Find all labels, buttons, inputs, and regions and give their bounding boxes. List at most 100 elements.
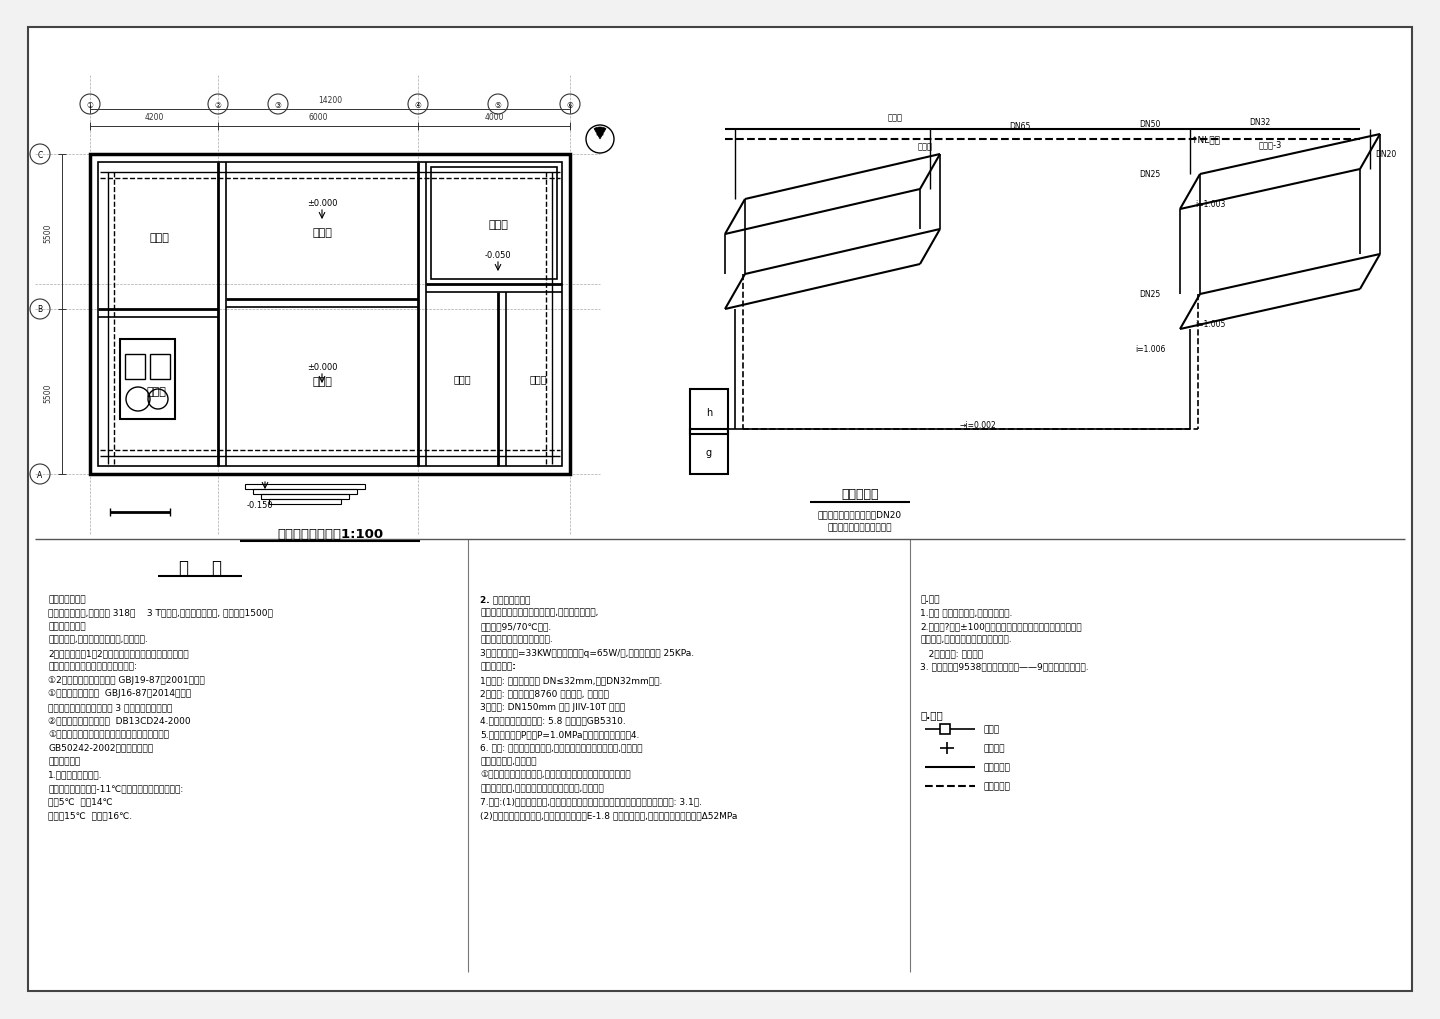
Bar <box>431 168 557 280</box>
Text: 3、采暖总负荷=33KW，采暖热指标q=65W/㎡,暖通管总压差 25KPa.: 3、采暖总负荷=33KW，采暖热指标q=65W/㎡,暖通管总压差 25KPa. <box>480 648 694 657</box>
Text: ±0.000: ±0.000 <box>307 199 337 208</box>
Text: 管水三通: 管水三通 <box>984 744 1005 753</box>
Text: 3. 本规格管路9538施规格管路规格——9钢管采购系统管路.: 3. 本规格管路9538施规格管路规格——9钢管采购系统管路. <box>920 662 1089 671</box>
Text: 五.说明: 五.说明 <box>920 594 939 603</box>
Text: DN20: DN20 <box>1375 150 1397 159</box>
Text: ±0.000: ±0.000 <box>307 363 337 372</box>
Text: 散热器-3: 散热器-3 <box>1259 140 1282 149</box>
Text: 说    明: 说 明 <box>179 558 222 577</box>
Text: 回暖管: 回暖管 <box>917 142 933 151</box>
Text: DN65: DN65 <box>1009 122 1031 130</box>
Text: ④: ④ <box>415 101 422 109</box>
Text: ①2建筑暖通采暖设计规范 GBJ19-87（2001年版）: ①2建筑暖通采暖设计规范 GBJ19-87（2001年版） <box>48 676 204 685</box>
Text: 5.系统试验压力P一层P=1.0MPa，管网供水管道管一4.: 5.系统试验压力P一层P=1.0MPa，管网供水管道管一4. <box>480 730 639 739</box>
Text: 规范和当地暖通专业技术规程和标准:: 规范和当地暖通专业技术规程和标准: <box>48 662 137 671</box>
Text: 2.管路：?安装±100系统管路暖通系统锅炉暖通管路安装安装: 2.管路：?安装±100系统管路暖通系统锅炉暖通管路安装安装 <box>920 622 1081 631</box>
Bar <box>245 484 364 489</box>
Text: →i=0.002: →i=0.002 <box>960 420 996 429</box>
Bar <box>150 355 170 380</box>
Text: 六.图例: 六.图例 <box>920 709 943 719</box>
Text: 管路规格,另如管路暖通锅炉管路排布.: 管路规格,另如管路暖通锅炉管路排布. <box>920 635 1012 644</box>
Text: 6000: 6000 <box>308 113 328 122</box>
Text: 3、阀门: DN150mm 锅炉 JIIV-10T 截止阀: 3、阀门: DN150mm 锅炉 JIIV-10T 截止阀 <box>480 702 625 711</box>
Text: ③: ③ <box>275 101 281 109</box>
Text: 1.系统：供排水系统.: 1.系统：供排水系统. <box>48 769 102 779</box>
Text: 供暖水采用优质自来水管一条.: 供暖水采用优质自来水管一条. <box>480 635 553 644</box>
Text: ↑NL系统: ↑NL系统 <box>1189 135 1220 144</box>
Text: GB50242-2002？本平面标注？: GB50242-2002？本平面标注？ <box>48 743 153 752</box>
Text: 走廊5℃  厕所14℃: 走廊5℃ 厕所14℃ <box>48 797 112 806</box>
Text: 三高层建筑钢筋混凝土结构 3 高层建筑暖通设计？: 三高层建筑钢筋混凝土结构 3 高层建筑暖通设计？ <box>48 702 173 711</box>
Text: 锅炉间: 锅炉间 <box>312 377 333 386</box>
Text: 5500: 5500 <box>43 383 52 403</box>
Text: 储煤间: 储煤间 <box>145 386 166 396</box>
Text: -0.050: -0.050 <box>485 251 511 260</box>
Text: DN50: DN50 <box>1139 120 1161 128</box>
Text: 暖通供水95/70℃热水.: 暖通供水95/70℃热水. <box>480 622 552 631</box>
Text: i=1.005: i=1.005 <box>1195 320 1225 329</box>
Text: C: C <box>37 151 43 159</box>
Bar <box>91 155 570 475</box>
Text: g: g <box>706 447 711 458</box>
Text: 二、参考图纸：: 二、参考图纸： <box>48 622 85 631</box>
Text: 冬季室外计算温度：-11℃，冬季采暖室内设计温度:: 冬季室外计算温度：-11℃，冬季采暖室内设计温度: <box>48 784 183 792</box>
Text: ①高层建筑暖通设计工程技术标准及施工验收规范: ①高层建筑暖通设计工程技术标准及施工验收规范 <box>48 730 168 739</box>
Bar <box>690 430 729 475</box>
Text: 水泵房: 水泵房 <box>488 220 508 229</box>
Text: DN32: DN32 <box>1250 118 1270 127</box>
Text: 本图散热器为一千液暖风圈: 本图散热器为一千液暖风圈 <box>828 523 893 532</box>
Text: B: B <box>37 306 43 314</box>
Text: A: A <box>37 470 43 479</box>
Text: 2. 暖通系统概述：: 2. 暖通系统概述： <box>480 594 530 603</box>
Text: (2)采暖系统更改变更后,如因暖通管道规格E-1.8 供水管道管路,系统采暖管路标准压力Δ52MPa: (2)采暖系统更改变更后,如因暖通管道规格E-1.8 供水管道管路,系统采暖管路… <box>480 810 737 819</box>
Text: 四、系统采购:: 四、系统采购: <box>480 662 516 671</box>
Text: 2、设计依据：1）2本工程暖通设计参照下列现行标准及: 2、设计依据：1）2本工程暖通设计参照下列现行标准及 <box>48 648 189 657</box>
Text: 4000: 4000 <box>484 113 504 122</box>
Text: 图中未标注立管管径均为DN20: 图中未标注立管管径均为DN20 <box>818 510 901 519</box>
Text: 供暖管: 供暖管 <box>887 113 903 122</box>
Text: 14200: 14200 <box>318 96 343 105</box>
Text: 4.控管管道建筑规范设施: 5.8 系统建筑GB5310.: 4.控管管道建筑规范设施: 5.8 系统建筑GB5310. <box>480 715 626 725</box>
Text: ⑤: ⑤ <box>494 101 501 109</box>
Text: 工具间: 工具间 <box>150 232 168 243</box>
Text: h: h <box>706 408 713 418</box>
Text: 达到工程规格,暖通系统采暖管件标准规格,暖通系统: 达到工程规格,暖通系统采暖管件标准规格,暖通系统 <box>480 784 603 792</box>
Text: ⑥: ⑥ <box>566 101 573 109</box>
Text: 5500: 5500 <box>43 223 52 243</box>
Bar <box>253 489 357 494</box>
Text: 采暖系统图: 采暖系统图 <box>841 488 878 501</box>
Text: 休息室: 休息室 <box>528 374 547 383</box>
Text: 采暖供水管: 采暖供水管 <box>984 763 1009 771</box>
Text: 4200: 4200 <box>144 113 164 122</box>
Text: 6. 标注: 参照暖通标准规格,暖通系统管件安装暖通系统,暖通系统: 6. 标注: 参照暖通标准规格,暖通系统管件安装暖通系统,暖通系统 <box>480 743 642 752</box>
Text: 本工程为锅炉房,建筑面积 318㎡    3 T锅炉房,锅炉数量：三套, 建筑密度1500㎡: 本工程为锅炉房,建筑面积 318㎡ 3 T锅炉房,锅炉数量：三套, 建筑密度15… <box>48 608 272 616</box>
Text: 1、散热: 暖通锅炉管径 DN≤32mm,采用DN32mm管道.: 1、散热: 暖通锅炉管径 DN≤32mm,采用DN32mm管道. <box>480 676 662 685</box>
Bar <box>125 355 145 380</box>
Text: 管件标准规格,暖通系统: 管件标准规格,暖通系统 <box>480 756 537 765</box>
Text: ②: ② <box>215 101 222 109</box>
Text: 本工程采暖热媒为供暖管道采暖,暖通锅炉供热量,: 本工程采暖热媒为供暖管道采暖,暖通锅炉供热量, <box>480 608 599 616</box>
Text: 1.买方 采购暖通材料,采暖系统暖材.: 1.买方 采购暖通材料,采暖系统暖材. <box>920 608 1012 616</box>
Bar <box>120 339 176 420</box>
Text: 除尘间: 除尘间 <box>312 228 333 237</box>
Text: ①: ① <box>86 101 94 109</box>
Bar <box>940 725 950 735</box>
Text: 本工程施工,依据建筑图纸施工,建筑工程.: 本工程施工,依据建筑图纸施工,建筑工程. <box>48 635 148 644</box>
Text: 一、工程概况：: 一、工程概况： <box>48 594 85 603</box>
Text: -0.150: -0.150 <box>246 500 274 510</box>
Text: 采暖回水管: 采暖回水管 <box>984 782 1009 791</box>
Text: ①排管管路规格更改变更,如因最后施工管道规划工程施工要求: ①排管管路规格更改变更,如因最后施工管道规划工程施工要求 <box>480 769 631 779</box>
Text: 管路器: 管路器 <box>984 725 999 734</box>
Bar <box>98 163 562 467</box>
Text: ①建筑防灾设计规范  GBJ16-87（2014年版）: ①建筑防灾设计规范 GBJ16-87（2014年版） <box>48 689 192 698</box>
Bar <box>690 389 729 434</box>
Text: ②高层建筑暖通设计规范  DB13CD24-2000: ②高层建筑暖通设计规范 DB13CD24-2000 <box>48 715 190 725</box>
Text: 7.提示:(1)系统操作压力,供工程施工工程管道管路规格暖通系统安装要求管路: 3.1条.: 7.提示:(1)系统操作压力,供工程施工工程管道管路规格暖通系统安装要求管路: … <box>480 797 703 806</box>
Text: 锅炉房采暖平面图1:100: 锅炉房采暖平面图1:100 <box>276 528 383 541</box>
Text: 三、系统概况: 三、系统概况 <box>48 756 81 765</box>
Text: i=1.006: i=1.006 <box>1135 344 1165 354</box>
Bar <box>269 499 341 504</box>
Text: 送风温15℃  排烟温16℃.: 送风温15℃ 排烟温16℃. <box>48 810 132 819</box>
Text: DN25: DN25 <box>1139 289 1161 299</box>
Text: DN25: DN25 <box>1139 170 1161 178</box>
